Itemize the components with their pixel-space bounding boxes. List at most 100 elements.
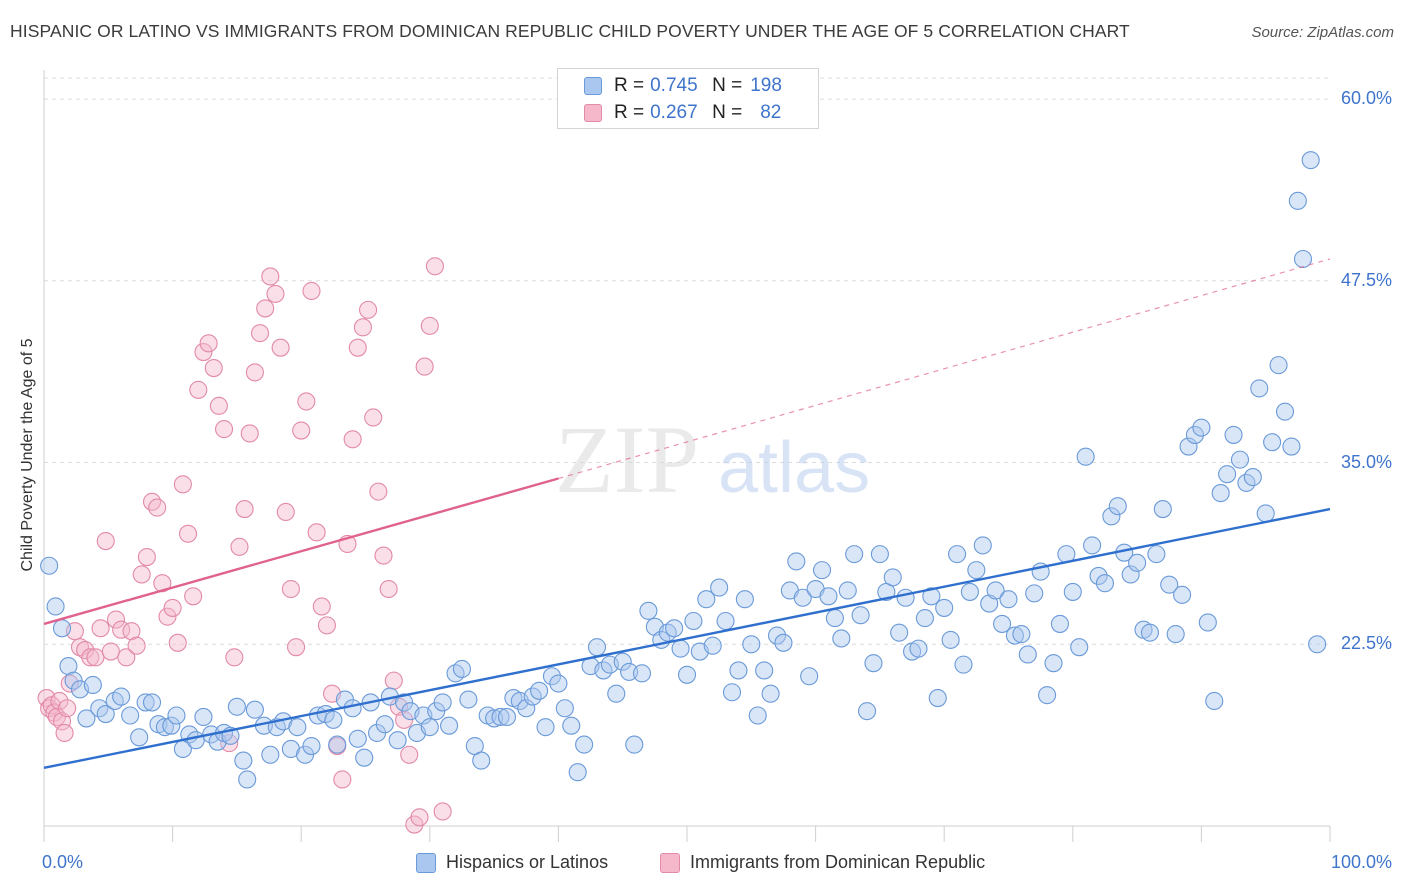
point-s0-162: [1095, 574, 1114, 593]
point-s0-28: [227, 697, 246, 716]
point-s1-53: [287, 638, 306, 657]
point-s0-154: [1044, 654, 1063, 673]
point-s0-52: [388, 731, 407, 750]
point-s0-91: [639, 601, 658, 620]
point-s1-32: [178, 524, 198, 543]
point-s0-75: [536, 718, 555, 737]
n-label: N =: [712, 102, 743, 123]
point-s1-58: [312, 597, 331, 616]
point-s0-77: [549, 674, 568, 693]
point-s0-179: [1205, 691, 1224, 711]
point-s1-39: [214, 420, 234, 439]
point-s0-42: [324, 710, 343, 729]
point-s0-33: [261, 745, 280, 764]
point-s0-23: [194, 707, 213, 727]
point-s0-74: [530, 681, 549, 700]
point-s0-158: [1070, 638, 1089, 657]
point-s1-49: [266, 284, 285, 303]
point-s0-45: [343, 699, 362, 718]
point-s0-11: [112, 687, 131, 706]
point-s0-131: [896, 588, 915, 607]
point-s0-147: [999, 590, 1018, 609]
point-s0-37: [288, 718, 307, 737]
point-s0-180: [1211, 484, 1230, 503]
swatch-hispanic: [584, 77, 602, 95]
point-s1-47: [256, 299, 275, 318]
point-s1-29: [163, 598, 182, 617]
point-s0-170: [1147, 545, 1166, 564]
point-s1-77: [410, 808, 429, 827]
point-s0-193: [1293, 249, 1313, 269]
point-s1-54: [292, 421, 311, 440]
point-s0-68: [491, 707, 510, 727]
point-s0-88: [620, 662, 639, 681]
point-s0-188: [1263, 433, 1282, 452]
point-s1-36: [199, 334, 218, 353]
y-tick-label-1: 35.0%: [1340, 451, 1392, 472]
point-s1-8: [58, 699, 77, 718]
point-s0-194: [1301, 151, 1320, 170]
data-points: [37, 151, 1327, 834]
point-s0-119: [819, 587, 838, 606]
point-s1-69: [369, 482, 388, 501]
point-s0-104: [722, 683, 742, 702]
point-s0-153: [1038, 686, 1057, 705]
point-s0-127: [870, 545, 889, 564]
point-s0-39: [302, 736, 321, 756]
r-label: R =: [614, 75, 645, 96]
point-s0-189: [1269, 356, 1288, 375]
point-s1-5: [50, 691, 69, 711]
point-s0-60: [440, 716, 459, 735]
stats-legend: R = 0.745 N = 198 R = 0.267 N = 82: [557, 68, 819, 129]
legend-label-dominican: Immigrants from Dominican Republic: [690, 852, 986, 872]
point-s0-176: [1185, 425, 1205, 444]
point-s0-138: [941, 630, 960, 649]
point-s1-14: [86, 648, 105, 667]
trend-line-1: [43, 477, 559, 626]
y-tick-label-2: 47.5%: [1340, 269, 1392, 290]
watermark-atlas: atlas: [718, 428, 870, 508]
r-label: R =: [614, 102, 645, 123]
point-s1-64: [343, 430, 362, 449]
point-s1-22: [127, 636, 146, 655]
point-s0-136: [928, 689, 947, 708]
point-s0-151: [1025, 584, 1044, 603]
legend-swatch-dominican: [660, 852, 680, 873]
series-legend: Hispanics or Latinos Immigrants from Dom…: [0, 852, 1406, 876]
point-s1-13: [81, 648, 100, 667]
point-s1-80: [425, 257, 444, 276]
point-s0-47: [355, 748, 374, 767]
point-s0-30: [238, 770, 257, 789]
r-value-hispanic: 0.745: [650, 75, 698, 96]
point-s0-97: [677, 665, 697, 684]
point-s0-81: [575, 735, 594, 754]
point-s1-15: [91, 619, 110, 638]
trend-line-0: [43, 507, 1331, 770]
point-s0-78: [555, 699, 574, 718]
legend-item-hispanic: Hispanics or Latinos: [416, 852, 608, 873]
point-s0-140: [954, 655, 973, 674]
point-s0-183: [1230, 450, 1250, 469]
point-s1-25: [142, 492, 162, 511]
point-s0-164: [1108, 497, 1127, 516]
point-s0-109: [755, 661, 774, 680]
point-s0-115: [793, 588, 812, 607]
point-s0-12: [121, 706, 140, 725]
point-s0-121: [832, 629, 851, 648]
point-s1-17: [101, 642, 120, 661]
n-value-hispanic: 198: [750, 75, 782, 96]
point-s0-143: [973, 536, 992, 555]
point-s1-52: [281, 579, 300, 599]
point-s0-17: [155, 718, 174, 737]
point-s0-182: [1224, 425, 1243, 444]
point-s1-67: [359, 300, 378, 319]
point-s1-20: [117, 648, 136, 667]
point-s0-126: [864, 654, 883, 673]
trend-lines: [43, 258, 1331, 770]
point-s0-139: [948, 545, 967, 564]
legend-swatch-hispanic: [416, 852, 436, 873]
point-s0-163: [1102, 507, 1121, 526]
point-s0-149: [1012, 625, 1031, 644]
point-s1-37: [204, 358, 223, 378]
